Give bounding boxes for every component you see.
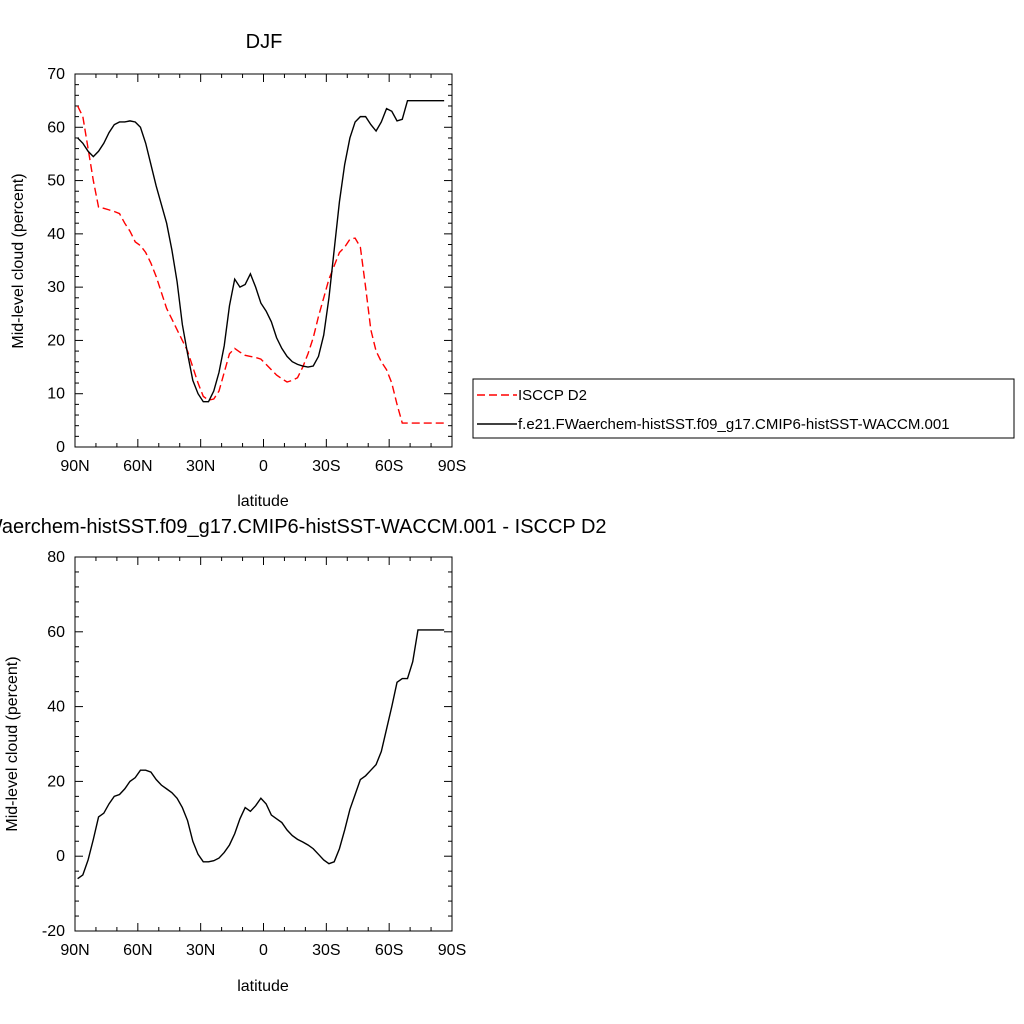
bottom-y-tick-label: 20 (47, 773, 65, 790)
top-x-tick-label: 0 (259, 458, 268, 475)
top-y-tick-label: 0 (56, 439, 65, 456)
top-chart-title: DJF (246, 31, 283, 53)
top-x-tick-label: 90S (438, 458, 466, 475)
bottom-panel: f.e21.FWaerchem-histSST.f09_g17.CMIP6-hi… (0, 516, 607, 995)
top-plot-area (74, 73, 453, 448)
top-y-tick-label: 70 (47, 66, 65, 83)
top-y-axis-label: Mid-level cloud (percent) (10, 173, 27, 348)
bottom-plot-frame (74, 556, 453, 932)
top-x-tick-label: 60S (375, 458, 403, 475)
bottom-x-tick-label: 60N (123, 942, 152, 959)
top-y-tick-label: 50 (47, 173, 65, 190)
top-y-tick-label: 10 (47, 386, 65, 403)
bottom-y-tick-label: -20 (42, 923, 65, 940)
top-x-axis: 90N 60N 30N 0 30S 60S 90S (60, 74, 466, 475)
top-series-line-1 (77, 99, 445, 403)
bottom-y-axis: -20 0 20 40 60 80 (42, 549, 452, 940)
bottom-x-tick-label: 90N (60, 942, 89, 959)
bottom-x-tick-label: 0 (259, 942, 268, 959)
top-x-axis-label: latitude (237, 493, 289, 510)
bottom-x-axis: 90N 60N 30N 0 30S 60S 90S (60, 557, 466, 959)
top-x-tick-label: 60N (123, 458, 152, 475)
top-x-tick-label: 30N (186, 458, 215, 475)
legend: ISCCP D2 f.e21.FWaerchem-histSST.f09_g17… (472, 378, 1015, 439)
bottom-y-tick-label: 0 (56, 848, 65, 865)
bottom-plot-area (74, 556, 453, 932)
bottom-y-tick-label: 80 (47, 549, 65, 566)
top-y-tick-label: 20 (47, 332, 65, 349)
bottom-series-group (77, 629, 445, 880)
top-y-axis: 0 10 20 30 40 50 60 70 (47, 66, 452, 456)
bottom-series-line-0 (77, 629, 445, 880)
bottom-x-tick-label: 90S (438, 942, 466, 959)
top-x-tick-label: 30S (312, 458, 340, 475)
bottom-x-axis-label: latitude (237, 978, 289, 995)
top-y-tick-label: 60 (47, 119, 65, 136)
bottom-chart-title: f.e21.FWaerchem-histSST.f09_g17.CMIP6-hi… (0, 516, 607, 538)
top-plot-frame (74, 73, 453, 448)
top-y-tick-label: 40 (47, 226, 65, 243)
top-y-tick-label: 30 (47, 279, 65, 296)
bottom-x-tick-label: 30N (186, 942, 215, 959)
top-series-line-0 (76, 105, 445, 424)
legend-label-model: f.e21.FWaerchem-histSST.f09_g17.CMIP6-hi… (518, 416, 950, 433)
bottom-y-axis-label: Mid-level cloud (percent) (4, 656, 21, 831)
bottom-y-tick-label: 60 (47, 624, 65, 641)
top-series-group (76, 99, 445, 424)
bottom-x-tick-label: 60S (375, 942, 403, 959)
top-x-tick-label: 90N (60, 458, 89, 475)
legend-label-isccp: ISCCP D2 (518, 387, 587, 404)
legend-box (472, 378, 1015, 439)
bottom-y-tick-label: 40 (47, 699, 65, 716)
bottom-x-tick-label: 30S (312, 942, 340, 959)
